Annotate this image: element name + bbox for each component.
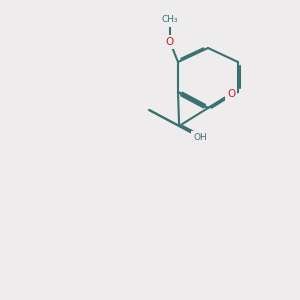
Text: OH: OH [193,133,207,142]
Text: O: O [199,134,207,144]
Text: O: O [227,88,235,99]
Text: O: O [166,37,174,47]
Text: CH₃: CH₃ [162,16,178,25]
